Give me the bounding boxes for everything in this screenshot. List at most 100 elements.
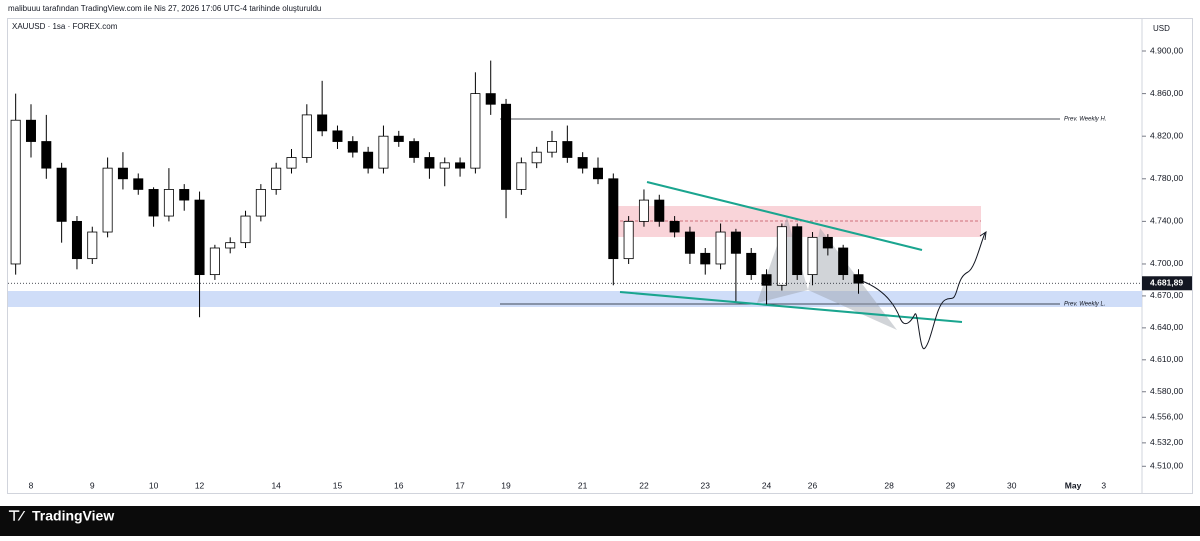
x-tick-label: 14 — [271, 480, 281, 490]
candle-body — [286, 157, 297, 169]
candle-body — [746, 252, 757, 276]
y-tick-label: 4.610,00 — [1150, 354, 1183, 364]
y-tick-label: 4.670,00 — [1150, 290, 1183, 300]
candle-body — [470, 93, 481, 169]
trendline — [619, 291, 963, 323]
candle-body — [608, 178, 619, 260]
candle-body — [163, 189, 174, 217]
brand: TradingView — [32, 508, 114, 524]
candle-body — [776, 226, 787, 286]
logo-mark: ⊤⁄ — [8, 508, 25, 524]
y-tick-label: 4.900,00 — [1150, 45, 1183, 55]
candle-body — [87, 231, 98, 260]
x-tick-label: 24 — [762, 480, 772, 490]
candle-body — [547, 141, 558, 153]
candle-body — [838, 247, 849, 276]
candle-body — [332, 130, 343, 142]
candle-body — [148, 189, 159, 217]
x-tick-label: 28 — [884, 480, 894, 490]
candle-body — [301, 114, 312, 158]
candle-body — [577, 157, 588, 169]
y-tick-label: 4.820,00 — [1150, 130, 1183, 140]
y-tick-label: 4.556,00 — [1150, 412, 1183, 422]
x-tick-label: 16 — [394, 480, 404, 490]
candle-body — [194, 199, 205, 276]
candle-body — [25, 119, 36, 142]
demand-zone — [8, 291, 1142, 307]
candle-body — [654, 199, 665, 222]
x-tick-label: 19 — [501, 480, 511, 490]
candle-body — [41, 141, 52, 169]
x-tick-label: 3 — [1101, 480, 1106, 490]
candle-body — [715, 231, 726, 265]
x-tick-label: 29 — [946, 480, 956, 490]
trendline — [646, 181, 923, 251]
candle-body — [347, 141, 358, 153]
candle-body — [516, 162, 527, 190]
candle-body — [71, 220, 82, 260]
x-tick-label: 30 — [1007, 480, 1017, 490]
last-price-label: 4.681,89 — [1150, 278, 1183, 288]
candle-body — [684, 231, 695, 254]
candle-body — [409, 141, 420, 158]
candle-body — [501, 103, 512, 190]
x-tick-label: 10 — [149, 480, 159, 490]
candle-body — [669, 220, 680, 233]
x-tick-label: 17 — [455, 480, 465, 490]
candle-body — [209, 247, 220, 276]
candle-body — [853, 274, 864, 284]
projection-arrow — [979, 230, 987, 241]
candle-body — [439, 162, 450, 169]
candle-body — [102, 167, 113, 233]
candle-body — [761, 274, 772, 286]
annotation: Prev. Weekly H. — [1064, 117, 1106, 123]
annotation: Prev. Weekly L. — [1064, 302, 1105, 308]
candle-body — [378, 135, 389, 169]
candle-body — [623, 220, 634, 260]
candle-body — [271, 167, 282, 190]
y-tick-label: 4.510,00 — [1150, 461, 1183, 471]
y-tick-label: 4.640,00 — [1150, 322, 1183, 332]
candle-body — [822, 236, 833, 249]
x-tick-label: 8 — [29, 480, 34, 490]
candle-body — [485, 93, 496, 105]
currency: USD — [1153, 24, 1170, 33]
candle-body — [240, 215, 251, 244]
candle-body — [807, 236, 818, 276]
candle-body — [317, 114, 328, 132]
x-tick-label: 21 — [578, 480, 588, 490]
y-tick-label: 4.580,00 — [1150, 386, 1183, 396]
plot: Prev. Weekly H. Prev. Weekly L. — [8, 60, 1142, 349]
footer — [0, 506, 1200, 536]
candle-body — [56, 167, 67, 222]
y-tick-label: 4.700,00 — [1150, 258, 1183, 268]
x-tick-label: 15 — [333, 480, 343, 490]
candle-body — [179, 189, 190, 201]
projection-path — [861, 232, 986, 349]
x-tick-label: May — [1065, 480, 1082, 490]
y-tick-label: 4.860,00 — [1150, 88, 1183, 98]
harmonic-shape — [808, 228, 897, 330]
candle-body — [638, 199, 649, 222]
candle-body — [133, 178, 144, 190]
candle-body — [592, 167, 603, 180]
x-tick-label: 23 — [701, 480, 711, 490]
candle-body — [700, 252, 711, 265]
x-tick-label: 9 — [90, 480, 95, 490]
candle-body — [10, 119, 21, 265]
candle-body — [792, 226, 803, 276]
candle-body — [424, 157, 435, 169]
candle-body — [117, 167, 128, 180]
candle-body — [455, 162, 466, 169]
y-tick-label: 4.740,00 — [1150, 216, 1183, 226]
candle-body — [255, 189, 266, 217]
candle-body — [225, 242, 236, 249]
candle-body — [393, 135, 404, 142]
x-tick-label: 12 — [195, 480, 205, 490]
candle-body — [363, 151, 374, 169]
last-price-box — [1142, 276, 1192, 291]
y-tick-label: 4.780,00 — [1150, 173, 1183, 183]
symbol-title: XAUUSD · 1sa · FOREX.com — [12, 22, 118, 31]
